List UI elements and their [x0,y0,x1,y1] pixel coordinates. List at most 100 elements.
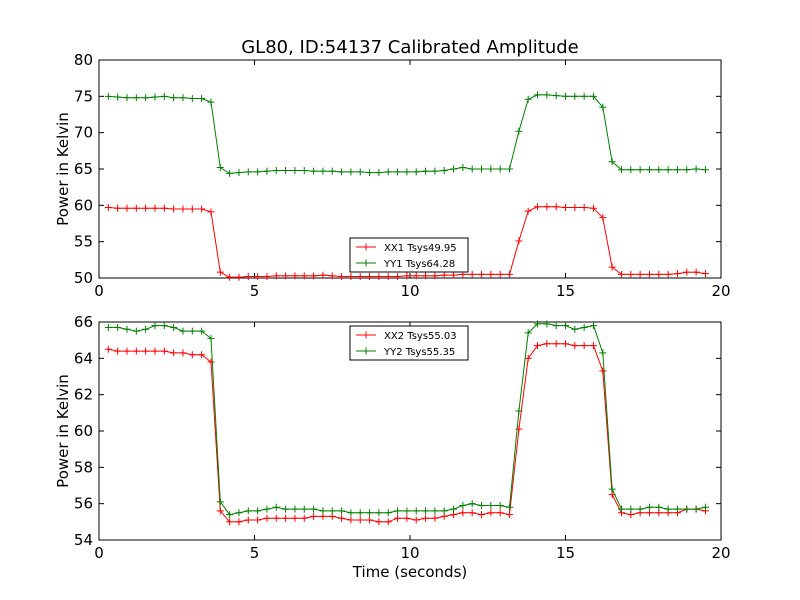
bottom-data-point [627,505,635,513]
top-y-tick-label: 50 [74,269,93,287]
bottom-data-point [599,367,607,375]
top-data-point [235,273,243,281]
top-data-point [375,273,383,281]
top-data-point [375,169,383,177]
top-data-point [450,165,458,173]
bottom-data-point [235,509,243,517]
bottom-data-point [347,509,355,517]
bottom-data-point [235,518,243,526]
top-data-point [244,273,252,281]
bottom-data-point [198,351,206,359]
bottom-y-tick-label: 60 [74,422,93,440]
bottom-data-point [571,325,579,333]
bottom-data-point [207,358,215,366]
top-series-2 [104,91,709,177]
bottom-data-point [142,347,150,355]
bottom-data-point [655,503,663,511]
bottom-x-tick-label: 20 [711,544,730,562]
bottom-data-point [263,505,271,513]
top-x-tick-label: 15 [556,282,575,300]
top-data-point [580,204,588,212]
bottom-legend-label: XX2 Tsys55.03 [384,331,457,342]
top-data-point [310,272,318,280]
bottom-data-point [328,507,336,515]
bottom-data-point [552,340,560,348]
top-data-point [160,204,168,212]
bottom-data-point [188,327,196,335]
top-data-point [366,169,374,177]
bottom-y-tick-label: 56 [74,495,93,513]
bottom-data-point [142,325,150,333]
top-data-point [664,166,672,174]
top-data-point [254,168,262,176]
bottom-data-point [114,347,122,355]
top-data-point [104,92,112,100]
bottom-data-point [478,511,486,519]
top-data-point [170,205,178,213]
top-data-point [198,95,206,103]
bottom-y-axis-label: Power in Kelvin [54,374,72,488]
top-data-point [617,166,625,174]
top-data-point [627,166,635,174]
top-data-point [123,204,131,212]
bottom-data-point [291,514,299,522]
top-data-point [403,168,411,176]
bottom-data-point [151,347,159,355]
top-data-point [683,268,691,276]
top-data-point [356,168,364,176]
bottom-legend-marker [362,331,370,339]
bottom-data-point [310,512,318,520]
top-data-point [282,272,290,280]
top-data-point [216,268,224,276]
top-data-point [608,158,616,166]
bottom-data-point [347,516,355,524]
top-data-point [534,91,542,99]
bottom-data-point [310,505,318,513]
bottom-data-point [123,325,131,333]
top-data-point [645,166,653,174]
top-data-point [701,166,709,174]
bottom-data-point [300,505,308,513]
bottom-data-point [216,507,224,515]
top-data-point [151,204,159,212]
top-legend-box [349,237,469,273]
top-data-point [562,204,569,212]
top-data-point [608,263,616,271]
top-data-point [701,270,709,278]
top-y-tick-label: 70 [74,124,93,142]
top-x-tick-label: 20 [711,282,730,300]
top-data-point [645,270,653,278]
bottom-x-tick-label: 0 [94,544,104,562]
bottom-data-point [338,514,346,522]
bottom-data-point [263,514,271,522]
top-data-point [132,94,140,102]
bottom-data-point [673,505,681,513]
top-data-point [310,167,318,175]
top-data-point [403,272,411,280]
top-data-point [617,270,625,278]
bottom-data-point [571,342,579,350]
bottom-data-point [506,511,514,519]
bottom-data-point [645,503,653,511]
top-y-tick-label: 75 [74,87,93,105]
top-data-point [543,91,551,99]
bottom-data-point [506,503,514,511]
bottom-x-tick-label: 15 [556,544,575,562]
bottom-data-point [589,322,597,330]
bottom-data-point [123,347,131,355]
top-x-tick-label: 5 [250,282,260,300]
top-data-point [328,272,336,280]
top-legend-label: YY1 Tsys64.28 [383,259,455,270]
top-data-point [450,271,458,279]
bottom-series-2 [104,320,709,519]
top-y-tick-label: 65 [74,160,93,178]
top-data-point [188,205,196,213]
top-data-point [207,98,215,106]
bottom-data-point [244,507,252,515]
bottom-data-point [459,509,467,517]
bottom-data-point [291,505,299,513]
x-axis-label: Time (seconds) [352,563,468,581]
bottom-data-point [515,407,523,415]
bottom-data-point [431,507,439,515]
